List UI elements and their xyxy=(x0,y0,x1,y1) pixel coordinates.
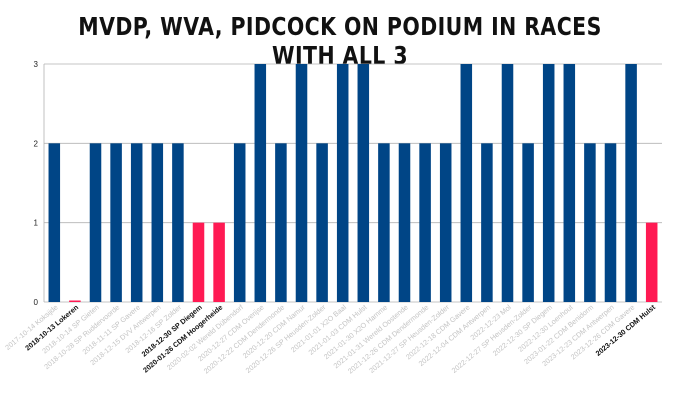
bar xyxy=(645,222,658,302)
bar xyxy=(357,64,370,302)
bar xyxy=(563,64,576,302)
bar xyxy=(192,222,205,302)
bar xyxy=(275,143,287,302)
bars xyxy=(48,64,658,302)
bar xyxy=(254,64,267,302)
bar xyxy=(336,64,349,302)
bar xyxy=(213,222,225,302)
bar xyxy=(316,143,328,302)
bar xyxy=(398,143,411,302)
bar xyxy=(625,64,637,302)
bar xyxy=(233,143,246,302)
bar xyxy=(110,143,122,302)
y-axis: 0 1 2 3 xyxy=(34,60,45,307)
bar xyxy=(69,300,81,302)
chart-title: MVDP, WVA, PIDCOCK ON PODIUM IN RACES WI… xyxy=(78,12,602,70)
gridlines xyxy=(44,63,662,303)
bar xyxy=(295,64,308,302)
bar xyxy=(378,143,390,302)
y-tick-label: 2 xyxy=(34,139,39,148)
bar xyxy=(460,64,473,302)
bar xyxy=(419,143,431,302)
bar xyxy=(481,143,493,302)
bar xyxy=(542,64,555,302)
bar xyxy=(584,143,596,302)
bar xyxy=(172,143,184,302)
bar xyxy=(89,143,102,302)
bar xyxy=(501,64,514,302)
bar xyxy=(439,143,452,302)
bar xyxy=(604,143,617,302)
y-tick-label: 3 xyxy=(34,60,39,69)
y-tick-label: 1 xyxy=(34,219,39,228)
y-tick-label: 0 xyxy=(34,298,39,307)
bar xyxy=(522,143,534,302)
bar xyxy=(130,143,143,302)
bar xyxy=(48,143,61,302)
bar xyxy=(151,143,164,302)
